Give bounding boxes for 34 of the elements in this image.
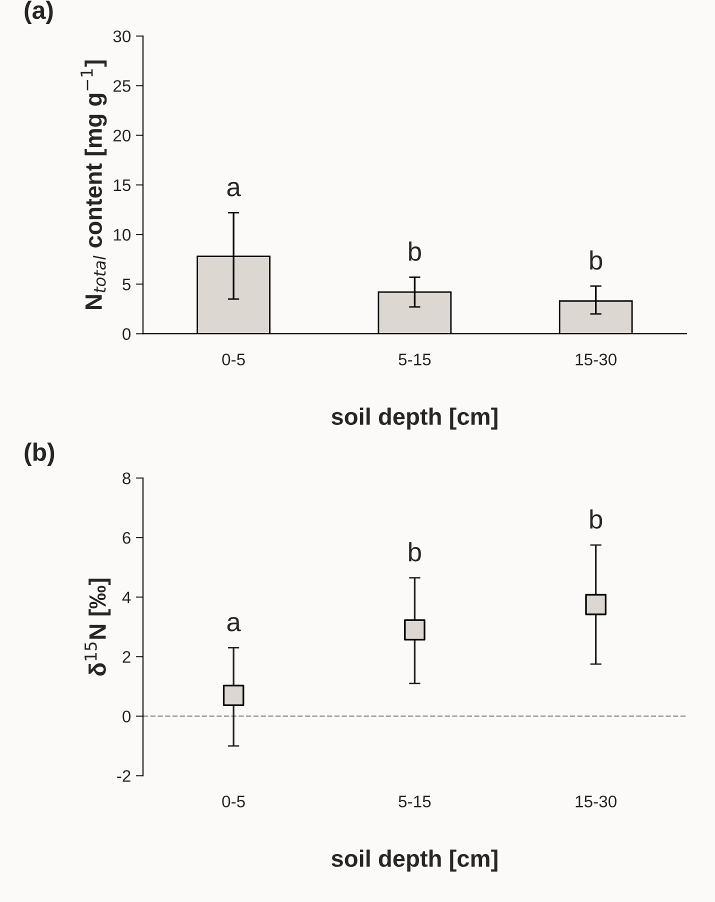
y-tick-label: 2: [122, 651, 130, 663]
y-tick-label: 10: [114, 228, 131, 241]
y-axis-title: δ$^{15}$N [‰]: [84, 578, 111, 676]
x-tick-label: 15-30: [576, 354, 616, 366]
chart-title: (a): [24, 0, 53, 24]
x-tick-label: 0-5: [222, 796, 245, 808]
y-tick-label: -2: [117, 770, 130, 782]
x-tick-label: 5-15: [398, 354, 431, 366]
y-axis-title: N$_{total}$ content [mg g$^{−1}$]: [80, 60, 107, 310]
y-tick-label: 0: [122, 328, 131, 340]
x-axis-title: soil depth [cm]: [332, 850, 498, 872]
chart-title: (b): [24, 442, 54, 466]
y-tick-label: 0: [122, 710, 131, 722]
y-tick-label: 4: [122, 592, 131, 604]
y-tick-label: 6: [122, 532, 130, 544]
point: [585, 594, 606, 616]
x-tick-label: 15-30: [576, 796, 616, 808]
y-tick-label: 30: [113, 30, 131, 42]
y-tick-label: 8: [122, 472, 130, 484]
y-tick-label: 5: [122, 278, 130, 290]
y-tick-label: 15: [114, 179, 130, 192]
annotation: a: [227, 182, 241, 196]
x-axis-title: soil depth [cm]: [332, 408, 498, 430]
annotation: b: [409, 542, 421, 562]
annotation: b: [590, 250, 602, 270]
annotation: b: [590, 509, 602, 529]
x-tick-label: 5-15: [398, 796, 431, 808]
y-tick-label: 20: [113, 130, 131, 142]
x-tick-label: 0-5: [222, 354, 245, 366]
point: [222, 684, 244, 706]
point: [404, 619, 426, 641]
annotation: a: [227, 616, 241, 632]
y-tick-label: 25: [113, 80, 130, 92]
annotation: b: [409, 241, 421, 261]
